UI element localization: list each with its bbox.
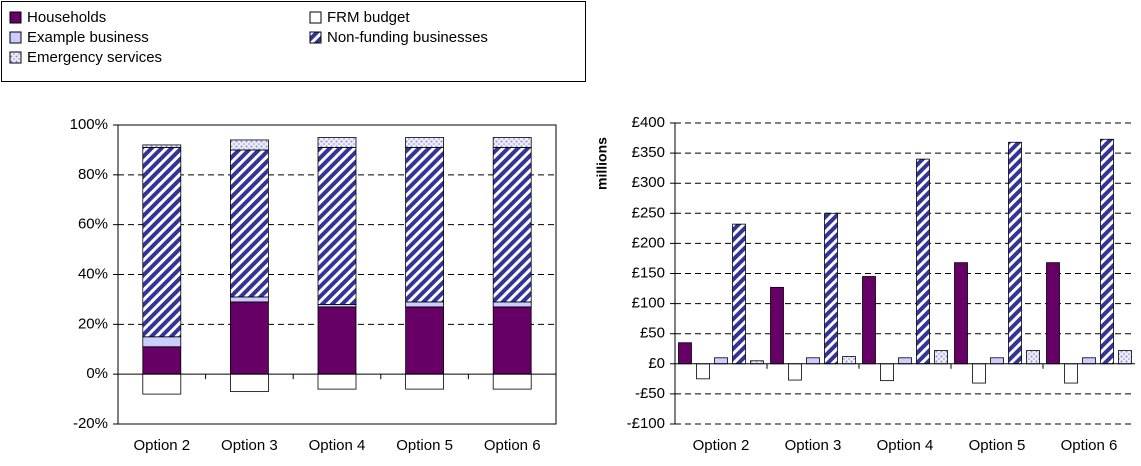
bar <box>696 363 710 380</box>
y-tick-label: £400 <box>632 114 665 131</box>
bar <box>229 139 269 151</box>
bar <box>1064 363 1078 384</box>
bar <box>317 147 357 305</box>
legend-label: Households <box>27 9 106 26</box>
y-tick-label: £50 <box>640 325 665 342</box>
x-tick-label: Option 4 <box>877 437 934 454</box>
bar <box>916 158 930 365</box>
x-tick-label: Option 6 <box>1061 437 1118 454</box>
bar <box>934 350 948 365</box>
bar <box>1046 262 1060 365</box>
y-tick-label: -£50 <box>635 385 665 402</box>
bar <box>990 357 1004 365</box>
legend-swatch <box>9 31 22 44</box>
y-tick-label: 100% <box>70 116 108 133</box>
y-tick-label: £150 <box>632 264 665 281</box>
bar <box>1082 357 1096 365</box>
bar <box>405 147 445 303</box>
y-tick-label: 60% <box>78 216 108 233</box>
y-tick-label: £0 <box>648 355 665 372</box>
bar <box>732 223 746 365</box>
bar <box>880 363 894 382</box>
bar <box>788 363 802 381</box>
bar <box>714 357 728 365</box>
y-tick-label: -£100 <box>627 415 665 432</box>
y-tick-label: -20% <box>73 415 108 432</box>
legend-box <box>1 1 586 82</box>
bar <box>954 262 968 365</box>
bar <box>405 306 445 375</box>
bar <box>229 373 269 393</box>
legend-label: Non-funding businesses <box>327 29 488 46</box>
bar <box>317 373 357 390</box>
bar <box>317 137 357 148</box>
bar <box>142 336 182 348</box>
bar <box>862 276 876 365</box>
bar <box>492 373 532 390</box>
bar <box>898 357 912 365</box>
bar <box>770 286 784 365</box>
bar <box>229 301 269 375</box>
legend-swatch <box>309 31 322 44</box>
bar <box>1118 350 1132 365</box>
bar <box>678 342 692 365</box>
x-tick-label: Option 5 <box>396 437 453 454</box>
bar <box>492 301 532 308</box>
bar <box>492 306 532 375</box>
bar <box>492 137 532 148</box>
legend-label: FRM budget <box>327 9 410 26</box>
bar <box>824 212 838 365</box>
bar <box>142 346 182 375</box>
legend-label: Emergency services <box>27 49 162 66</box>
y-tick-label: 20% <box>78 315 108 332</box>
x-tick-label: Option 4 <box>309 437 366 454</box>
legend-swatch <box>9 11 22 24</box>
bar <box>229 149 269 298</box>
bar <box>1026 350 1040 365</box>
y-tick-label: £100 <box>632 295 665 312</box>
bar <box>806 357 820 365</box>
bar <box>405 137 445 148</box>
bar <box>405 373 445 390</box>
y-axis-label: millions <box>594 137 610 190</box>
bar <box>142 147 182 338</box>
y-tick-label: £200 <box>632 234 665 251</box>
bar <box>492 147 532 303</box>
bar <box>142 144 182 148</box>
y-tick-label: 40% <box>78 265 108 282</box>
y-tick-label: £300 <box>632 174 665 191</box>
legend-swatch <box>9 51 22 64</box>
x-tick-label: Option 3 <box>221 437 278 454</box>
y-tick-label: 80% <box>78 166 108 183</box>
y-tick-label: £350 <box>632 144 665 161</box>
x-tick-label: Option 3 <box>785 437 842 454</box>
x-tick-label: Option 6 <box>484 437 541 454</box>
bar <box>842 356 856 365</box>
x-tick-label: Option 2 <box>133 437 190 454</box>
bar <box>317 306 357 375</box>
bar <box>1008 141 1022 365</box>
bar <box>1100 138 1114 365</box>
legend-label: Example business <box>27 29 149 46</box>
legend-swatch <box>309 11 322 24</box>
bar <box>229 296 269 303</box>
bar <box>142 373 182 395</box>
y-tick-label: £250 <box>632 204 665 221</box>
x-tick-label: Option 2 <box>693 437 750 454</box>
y-tick-label: 0% <box>86 365 108 382</box>
bar <box>972 363 986 384</box>
bar <box>405 301 445 308</box>
x-tick-label: Option 5 <box>969 437 1026 454</box>
